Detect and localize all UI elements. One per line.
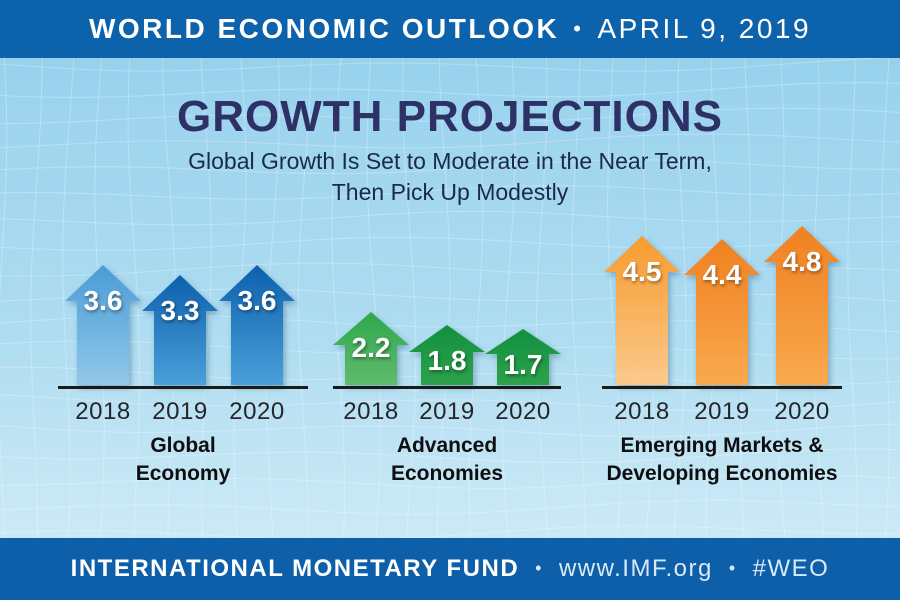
growth-arrow-global-economy-2019 bbox=[142, 275, 218, 385]
growth-arrow-emerging-markets-developing-economies-2020 bbox=[764, 226, 840, 385]
growth-arrow-advanced-economies-2020 bbox=[485, 329, 561, 385]
header-title: WORLD ECONOMIC OUTLOOK • APRIL 9, 2019 bbox=[89, 13, 811, 45]
year-label: 2018 bbox=[75, 398, 131, 425]
page-title: GROWTH PROJECTIONS bbox=[176, 92, 724, 141]
header-title-text: WORLD ECONOMIC OUTLOOK bbox=[88, 13, 560, 44]
growth-arrow-global-economy-2018 bbox=[65, 265, 141, 385]
footer-org-name: INTERNATIONAL MONETARY FUND bbox=[70, 555, 520, 582]
year-label: 2019 bbox=[152, 398, 208, 425]
year-label: 2019 bbox=[694, 398, 750, 425]
year-label: 2020 bbox=[229, 398, 285, 425]
footer-separator-dot-1: • bbox=[535, 558, 543, 578]
footer-text: INTERNATIONAL MONETARY FUND • www.IMF.org •… bbox=[71, 555, 830, 583]
header-banner: WORLD ECONOMIC OUTLOOK • APRIL 9, 2019 bbox=[0, 0, 900, 58]
group-emerging-markets-developing-economies: 4.5 2018 4.4 2019 4.8 2020 Emerging Markets & D… bbox=[602, 220, 842, 500]
group-label-line: Global bbox=[150, 434, 216, 457]
baseline-axis bbox=[333, 386, 561, 389]
group-label-global-economy: Global Economy bbox=[58, 432, 308, 488]
group-label-line: Emerging Markets & bbox=[620, 434, 824, 457]
baseline-axis bbox=[58, 386, 308, 389]
year-label: 2020 bbox=[495, 398, 551, 425]
year-label: 2018 bbox=[343, 398, 399, 425]
footer-hashtag: #WEO bbox=[752, 555, 830, 582]
year-label: 2018 bbox=[614, 398, 670, 425]
growth-arrow-global-economy-2020 bbox=[219, 265, 295, 385]
arrow-value-label: 4.8 bbox=[782, 246, 822, 277]
header-separator-dot: • bbox=[573, 16, 584, 41]
subtitle-line-2: Then Pick Up Modestly bbox=[331, 179, 569, 205]
page-subtitle: Global Growth Is Set to Moderate in the … bbox=[0, 146, 900, 208]
year-label: 2019 bbox=[419, 398, 475, 425]
group-label-line: Economies bbox=[390, 462, 504, 485]
growth-arrow-emerging-markets-developing-economies-2018 bbox=[604, 236, 680, 385]
arrow-value-label: 4.5 bbox=[622, 256, 662, 287]
group-label-line: Advanced bbox=[396, 434, 498, 457]
group-label-emerging-markets-developing-economies: Emerging Markets & Developing Economies bbox=[602, 432, 842, 488]
group-label-line: Developing Economies bbox=[606, 462, 838, 485]
group-label-line: Economy bbox=[135, 462, 231, 485]
group-global-economy: 3.6 2018 3.3 2019 3.6 2020 Global Economy bbox=[58, 220, 308, 500]
footer-separator-dot-2: • bbox=[728, 558, 737, 578]
group-advanced-economies: 2.2 2018 1.8 2019 1.7 2020 Advanced Economies bbox=[333, 220, 561, 500]
subtitle-line-1: Global Growth Is Set to Moderate in the … bbox=[188, 148, 712, 174]
arrow-value-label: 2.2 bbox=[351, 332, 391, 363]
footer-banner: INTERNATIONAL MONETARY FUND • www.IMF.org •… bbox=[0, 538, 900, 600]
footer-url: www.IMF.org bbox=[558, 555, 713, 582]
arrow-value-label: 3.6 bbox=[83, 285, 123, 316]
year-label: 2020 bbox=[774, 398, 830, 425]
growth-arrow-advanced-economies-2018 bbox=[333, 312, 409, 385]
arrow-value-label: 1.7 bbox=[503, 349, 543, 380]
arrow-value-label: 3.6 bbox=[237, 285, 277, 316]
header-date: APRIL 9, 2019 bbox=[597, 13, 812, 44]
arrow-value-label: 4.4 bbox=[702, 259, 742, 290]
group-label-advanced-economies: Advanced Economies bbox=[333, 432, 561, 488]
growth-arrow-advanced-economies-2019 bbox=[409, 325, 485, 385]
arrow-value-label: 3.3 bbox=[160, 295, 200, 326]
baseline-axis bbox=[602, 386, 842, 389]
growth-arrow-emerging-markets-developing-economies-2019 bbox=[684, 239, 760, 385]
arrow-value-label: 1.8 bbox=[427, 345, 467, 376]
